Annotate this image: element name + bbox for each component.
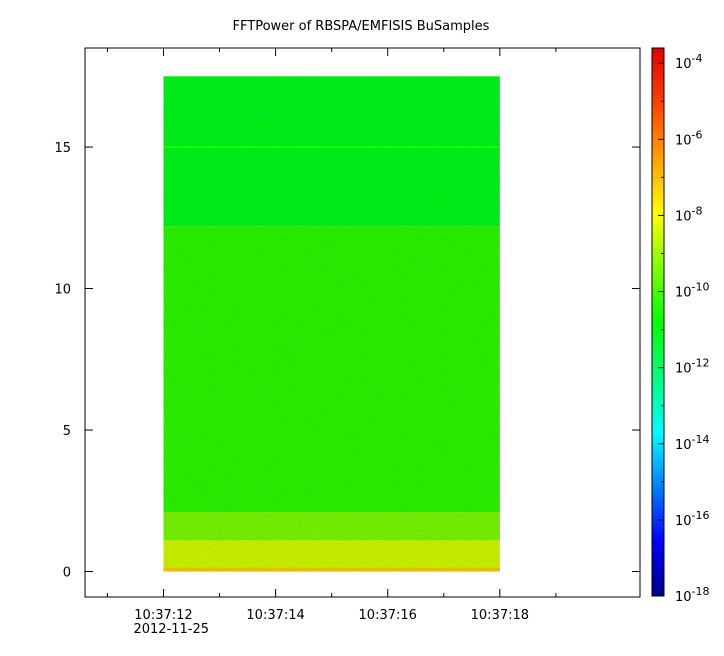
colorbar-tick-label: 10-14 [675, 433, 710, 453]
y-tick-label: 15 [54, 141, 71, 156]
x-tick-label: 10:37:16 [359, 608, 417, 623]
colorbar-tick-label: 10-6 [675, 128, 703, 148]
colorbar-tick-label: 10-12 [675, 357, 710, 377]
spectrogram-line-feature [163, 146, 500, 149]
x-tick-label: 10:37:12 [134, 608, 192, 623]
colorbar-tick-label: 10-10 [675, 281, 710, 301]
y-tick-label: 5 [63, 424, 71, 439]
y-tick-label: 10 [54, 283, 71, 298]
x-tick-date-label: 2012-11-25 [133, 622, 209, 637]
y-tick-label: 0 [63, 566, 71, 581]
colorbar-tick-label: 10-16 [675, 509, 710, 529]
y-axis: 0 5 10 15 [54, 141, 640, 581]
colorbar [651, 47, 665, 597]
colorbar-axis: 10-4 10-6 10-8 10-10 10-12 10-14 10-16 10-18 [658, 52, 710, 605]
x-tick-label: 10:37:18 [471, 608, 529, 623]
colorbar-tick-label: 10-8 [675, 204, 703, 224]
spectrogram-texture [163, 76, 500, 572]
spectrogram [163, 76, 500, 572]
colorbar-tick-label: 10-18 [675, 585, 710, 605]
chart-title: FFTPower of RBSPA/EMFISIS BuSamples [233, 19, 490, 34]
x-tick-label: 10:37:14 [246, 608, 304, 623]
colorbar-tick-label: 10-4 [675, 52, 703, 72]
